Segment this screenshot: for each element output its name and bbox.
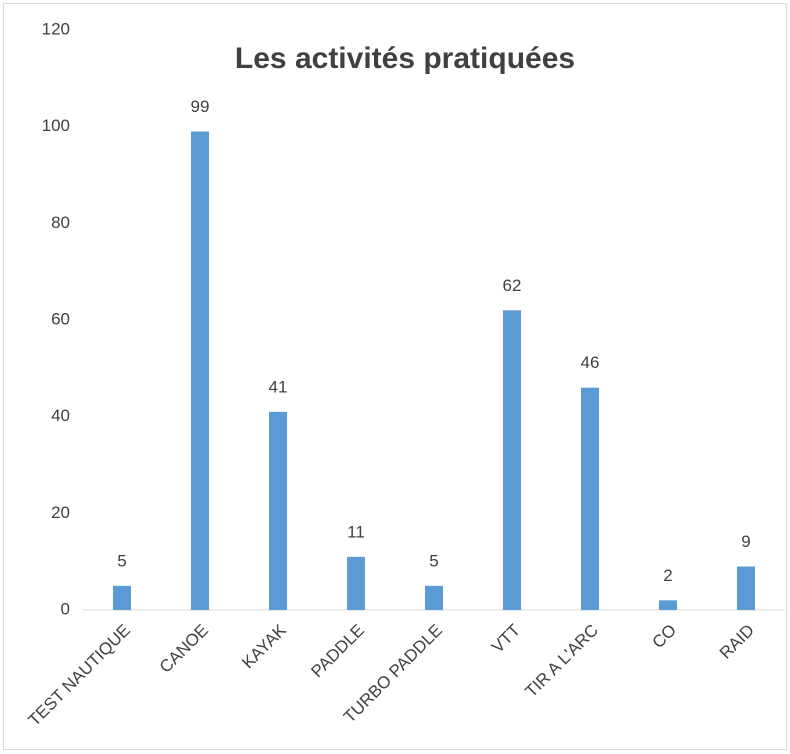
- bar: [113, 585, 131, 610]
- y-tick-label: 120: [42, 19, 70, 38]
- chart-border: [3, 3, 787, 750]
- y-tick-label: 40: [51, 406, 70, 425]
- bar: [581, 387, 599, 610]
- value-label: 5: [117, 551, 126, 570]
- bar: [347, 556, 365, 610]
- value-label: 41: [269, 377, 288, 396]
- bar: [737, 566, 755, 610]
- value-label: 99: [191, 97, 210, 116]
- value-label: 46: [581, 353, 600, 372]
- value-label: 11: [347, 522, 365, 541]
- y-tick-label: 100: [42, 116, 70, 135]
- value-label: 5: [429, 551, 438, 570]
- bar: [659, 600, 677, 610]
- bar: [425, 585, 443, 610]
- bar: [503, 310, 521, 610]
- y-tick-label: 0: [61, 599, 70, 618]
- bar: [191, 131, 209, 610]
- y-tick-label: 60: [51, 309, 70, 328]
- value-label: 62: [503, 276, 522, 295]
- y-tick-label: 80: [51, 213, 70, 232]
- value-label: 9: [741, 532, 750, 551]
- value-label: 2: [663, 566, 672, 585]
- bar: [269, 411, 287, 610]
- y-tick-label: 20: [51, 503, 70, 522]
- chart-title: Les activités pratiquées: [235, 42, 575, 75]
